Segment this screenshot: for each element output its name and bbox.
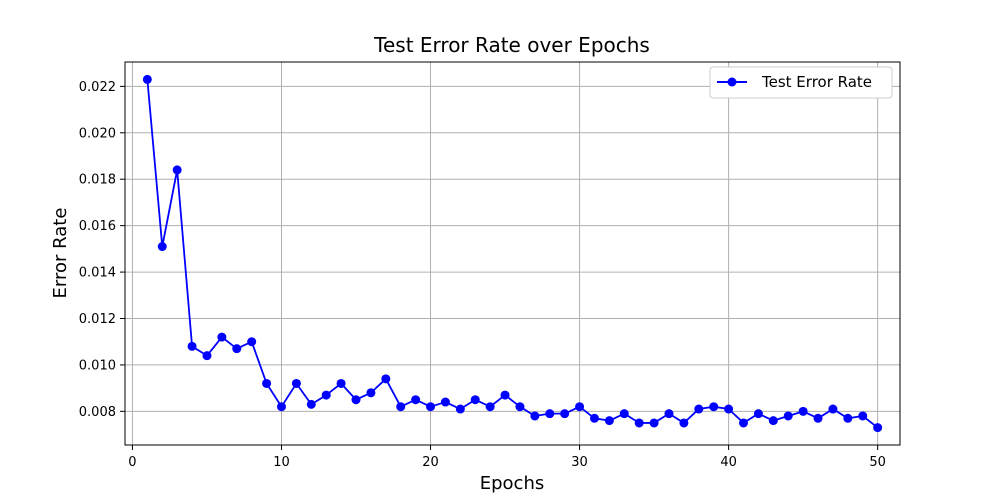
x-tick-label: 0 [128,455,136,470]
data-point [455,404,465,414]
data-point [291,378,301,388]
data-point [485,402,495,412]
data-point [560,409,570,419]
data-point [187,341,197,351]
data-point [351,395,361,405]
data-point [575,402,585,412]
series-layer [142,74,883,433]
data-point [604,416,614,426]
plot-area-frame [124,61,901,446]
legend-entry-label: Test Error Rate [761,73,872,91]
x-axis-label: Epochs [480,473,545,494]
y-tick-label: 0.022 [79,80,116,95]
data-point [694,404,704,414]
grid [125,62,900,445]
data-point [619,409,629,419]
data-point [634,418,644,428]
data-point [336,378,346,388]
y-tick-label: 0.016 [79,219,116,234]
data-point [798,406,808,416]
y-tick-label: 0.008 [79,405,116,420]
data-point [500,390,510,400]
data-point [873,423,883,433]
data-point [396,402,406,412]
data-point [306,399,316,409]
data-point [679,418,689,428]
data-point [276,402,286,412]
data-point [858,411,868,421]
y-axis-label: Error Rate [50,208,71,299]
data-point [664,409,674,419]
x-tick-label: 30 [571,455,588,470]
data-point [709,402,719,412]
data-point [217,332,227,342]
x-axis-ticks: 0 10 20 30 40 50 [128,445,886,470]
data-point [515,402,525,412]
data-point [589,413,599,423]
legend-marker [727,77,737,87]
data-point [142,74,152,84]
legend: Test Error Rate [709,66,893,99]
y-tick-label: 0.010 [79,358,116,373]
x-tick-label: 20 [422,455,439,470]
data-point [545,409,555,419]
data-point [843,413,853,423]
y-tick-label: 0.012 [79,312,116,327]
data-point [247,337,257,347]
data-point [202,351,212,361]
data-point [411,395,421,405]
data-point [321,390,331,400]
data-point [768,416,778,426]
data-point [262,378,272,388]
y-axis-ticks: 0.008 0.010 0.012 0.014 0.016 0.018 0.020 0.022 [79,80,125,420]
data-point [157,242,167,252]
y-tick-label: 0.018 [79,173,116,188]
data-point [813,413,823,423]
x-tick-label: 40 [720,455,737,470]
data-point [724,404,734,414]
data-point [232,344,242,354]
legend-box [709,66,893,99]
data-point [783,411,793,421]
data-point [366,388,376,398]
data-point [440,397,450,407]
x-tick-label: 10 [273,455,290,470]
data-point [470,395,480,405]
data-point [381,374,391,384]
y-tick-label: 0.014 [79,266,116,281]
data-point [426,402,436,412]
data-point [649,418,659,428]
y-tick-label: 0.020 [79,126,116,141]
chart-title: Test Error Rate over Epochs [373,33,650,57]
data-point [828,404,838,414]
x-tick-label: 50 [869,455,886,470]
data-point [172,165,182,175]
data-point [530,411,540,421]
data-point [753,409,763,419]
data-point [739,418,749,428]
